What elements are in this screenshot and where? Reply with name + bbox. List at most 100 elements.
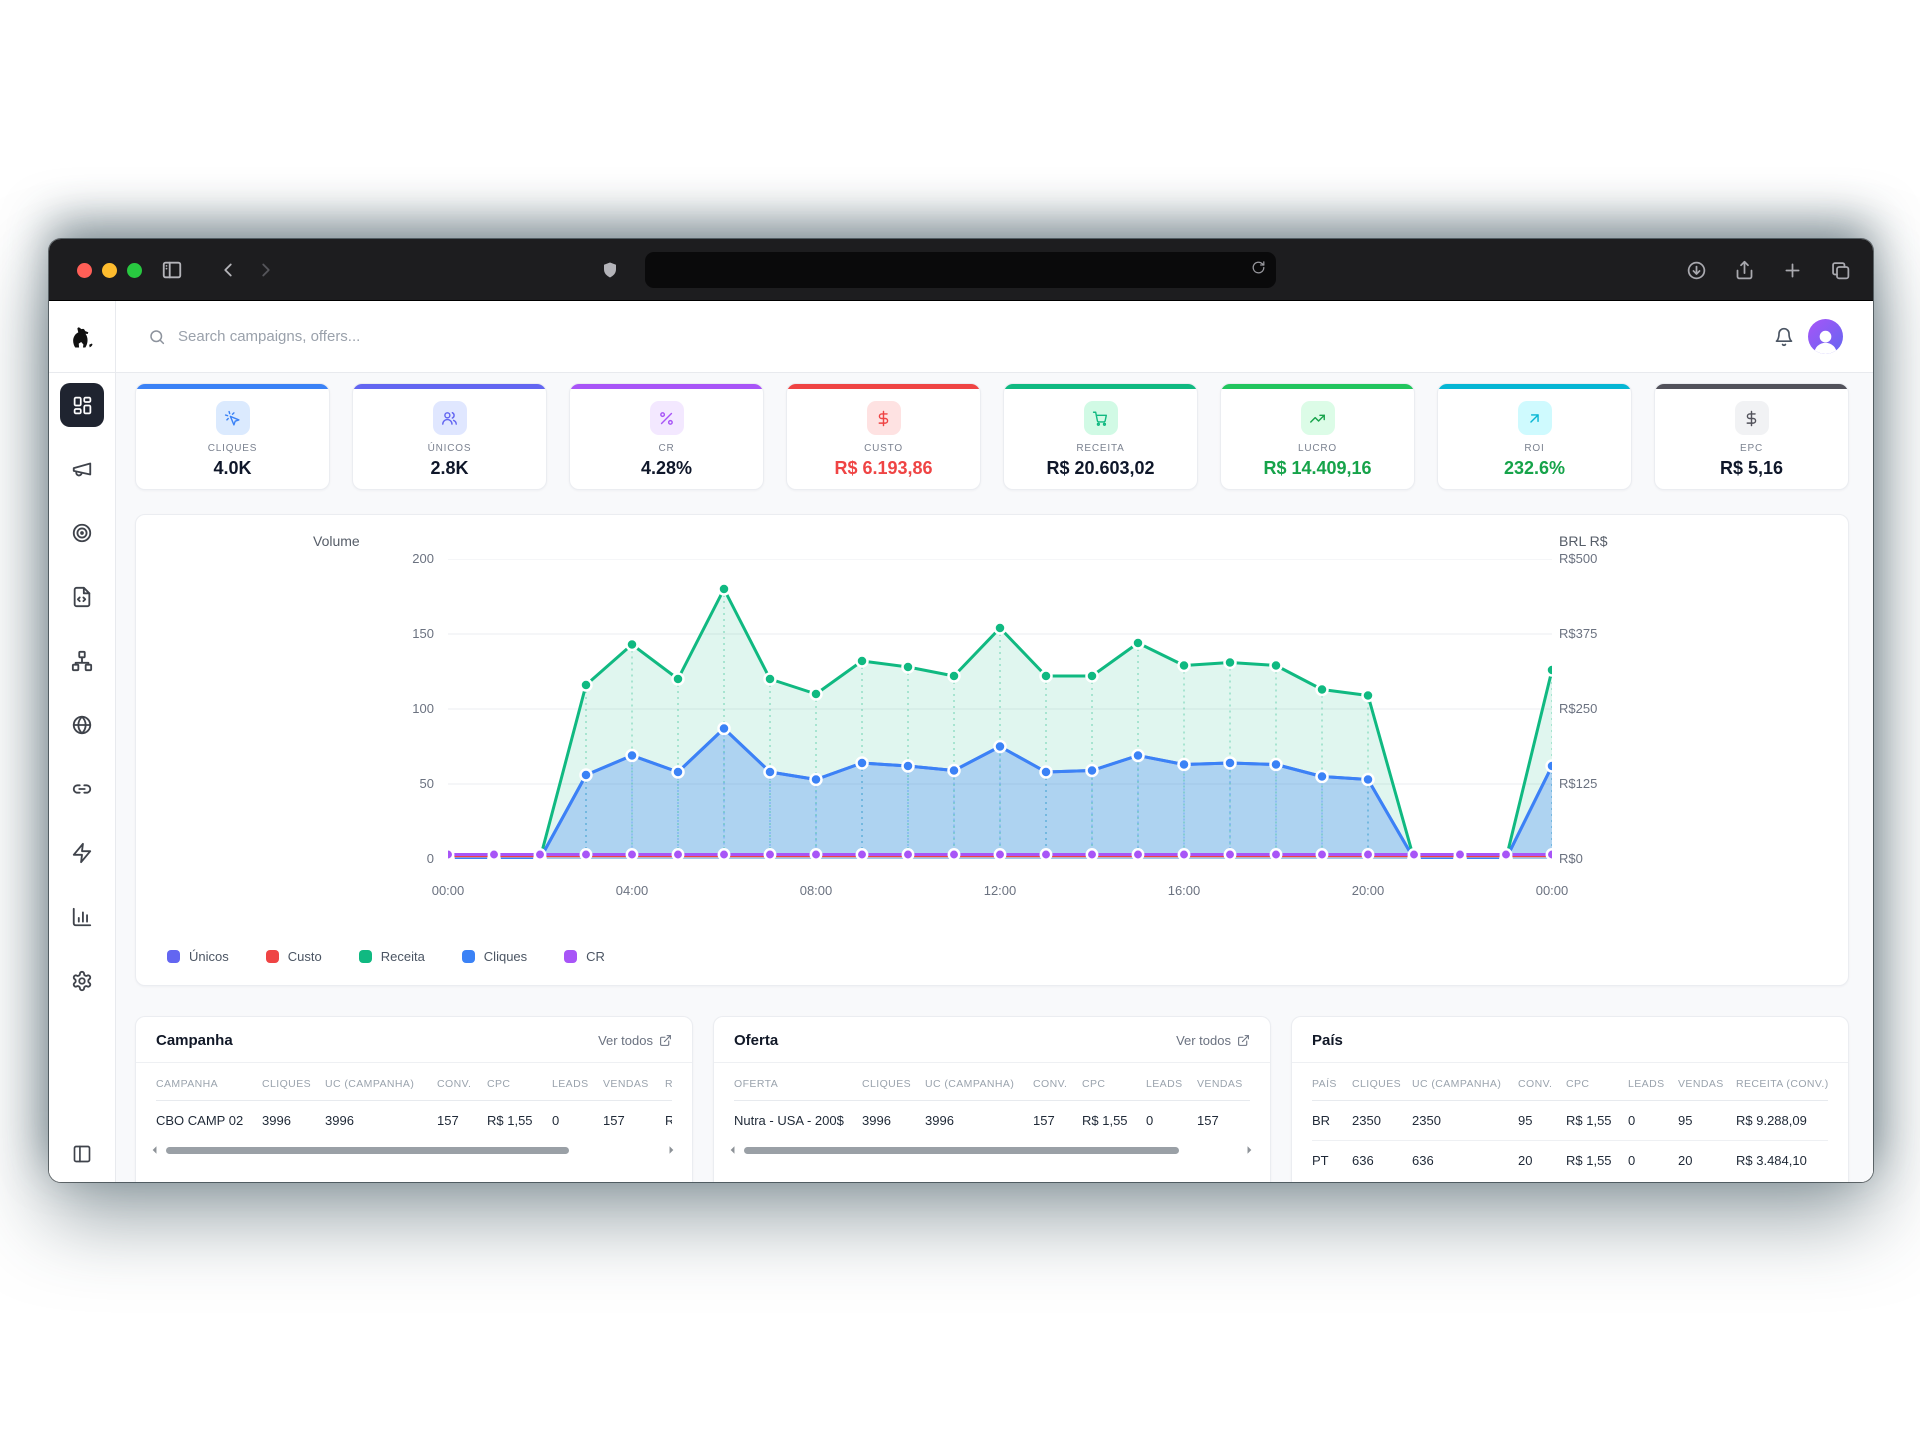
table-h-scrollbar[interactable] bbox=[148, 1141, 678, 1159]
kpi-value: 2.8K bbox=[430, 458, 469, 478]
column-header: UC (CAMPANHA) bbox=[1412, 1078, 1502, 1090]
column-header: CPC bbox=[1082, 1078, 1106, 1090]
sidebar-item-settings[interactable] bbox=[60, 959, 104, 1003]
sidebar-collapse-button[interactable] bbox=[49, 1144, 115, 1182]
sidebar-item-flows[interactable] bbox=[60, 639, 104, 683]
percent-icon bbox=[649, 401, 684, 435]
legend-item-cr[interactable]: CR bbox=[564, 949, 605, 964]
sidebar-item-domains[interactable] bbox=[60, 703, 104, 747]
back-button[interactable] bbox=[217, 259, 239, 281]
column-header: CONV. bbox=[1033, 1078, 1068, 1090]
table-cell: 95 bbox=[1518, 1113, 1533, 1128]
table-row: CBO CAMP 02 3996 3996 157 R$ 1,55 0 157 R$ bbox=[156, 1101, 672, 1140]
column-header: CLIQUES bbox=[1352, 1078, 1402, 1090]
cart-icon bbox=[1083, 401, 1118, 435]
view-all-label: Ver todos bbox=[1176, 1033, 1231, 1048]
scroll-left-arrow-icon[interactable] bbox=[148, 1143, 162, 1157]
table-header-row: CAMPANHA CLIQUES UC (CAMPANHA) CONV. CPC LEAD… bbox=[156, 1063, 672, 1101]
kpi-label: LUCRO bbox=[1297, 443, 1337, 454]
scrollbar-thumb[interactable] bbox=[166, 1146, 569, 1154]
legend-item-únicos[interactable]: Únicos bbox=[167, 949, 229, 964]
table-title: Campanha bbox=[156, 1032, 233, 1049]
column-header: CONV. bbox=[1518, 1078, 1553, 1090]
app-logo[interactable] bbox=[49, 301, 115, 373]
legend-swatch bbox=[167, 950, 180, 963]
table-card-header: País bbox=[1292, 1017, 1848, 1063]
sidebar-item-links[interactable] bbox=[60, 767, 104, 811]
sidebar-item-campaigns[interactable] bbox=[60, 447, 104, 491]
legend-item-receita[interactable]: Receita bbox=[358, 949, 425, 964]
cursor-click-icon bbox=[215, 401, 250, 435]
right-axis-tick: R$125 bbox=[1559, 776, 1598, 791]
right-axis-tick: R$0 bbox=[1559, 851, 1583, 866]
sidebar-item-reports[interactable] bbox=[60, 895, 104, 939]
table-cell: 2350 bbox=[1352, 1113, 1381, 1128]
legend-item-cliques[interactable]: Cliques bbox=[461, 949, 527, 964]
view-all-link[interactable]: Ver todos bbox=[598, 1033, 672, 1048]
x-axis-tick: 04:00 bbox=[615, 883, 649, 898]
traffic-chart-card: Volume BRL R$ 200 150 100 50 0 R$500 R$375 R$2… bbox=[135, 514, 1849, 986]
sidebar-toggle-icon[interactable] bbox=[161, 259, 183, 281]
left-axis-tick: 100 bbox=[412, 701, 434, 716]
content-column: CLIQUES 4.0K ÚNICOS 2.8K CR 4.28% CUSTO R$ 6.19… bbox=[116, 301, 1873, 1182]
kpi-label: ROI bbox=[1524, 443, 1545, 454]
download-icon[interactable] bbox=[1686, 260, 1707, 281]
left-axis-title: Volume bbox=[313, 533, 360, 549]
column-header: RECEITA (CONV.) bbox=[665, 1078, 672, 1090]
close-button[interactable] bbox=[77, 263, 92, 278]
table-cell: BR bbox=[1312, 1113, 1331, 1128]
scroll-left-arrow-icon[interactable] bbox=[726, 1143, 740, 1157]
notifications-bell-icon[interactable] bbox=[1774, 327, 1794, 347]
scrollbar-thumb[interactable] bbox=[744, 1146, 1179, 1154]
kpi-accent-bar bbox=[1004, 384, 1197, 389]
scroll-right-arrow-icon[interactable] bbox=[664, 1143, 678, 1157]
kpi-card-receita: RECEITA R$ 20.603,02 bbox=[1003, 383, 1198, 490]
dollar-icon bbox=[1734, 401, 1769, 435]
table-h-scrollbar[interactable] bbox=[726, 1141, 1256, 1159]
left-axis-tick: 50 bbox=[419, 776, 434, 791]
column-header: OFERTA bbox=[734, 1078, 779, 1090]
minimize-button[interactable] bbox=[102, 263, 117, 278]
kpi-card-roi: ROI 232.6% bbox=[1437, 383, 1632, 490]
kpi-card-epc: EPC R$ 5,16 bbox=[1654, 383, 1849, 490]
column-header: CLIQUES bbox=[862, 1078, 912, 1090]
table-body: PAÍS CLIQUES UC (CAMPANHA) CONV. CPC LEADS VEN… bbox=[1292, 1063, 1848, 1180]
shield-icon[interactable] bbox=[601, 261, 619, 279]
legend-item-custo[interactable]: Custo bbox=[265, 949, 322, 964]
zoom-button[interactable] bbox=[127, 263, 142, 278]
table-row: BR 2350 2350 95 R$ 1,55 0 95 R$ 9.288,09 bbox=[1312, 1101, 1828, 1140]
view-all-label: Ver todos bbox=[598, 1033, 653, 1048]
search-input[interactable] bbox=[178, 328, 658, 345]
plus-icon[interactable] bbox=[1782, 260, 1803, 281]
kpi-accent-bar bbox=[570, 384, 763, 389]
column-header: CLIQUES bbox=[262, 1078, 312, 1090]
table-cell: 2350 bbox=[1412, 1113, 1441, 1128]
kpi-accent-bar bbox=[136, 384, 329, 389]
sidebar-item-offers[interactable] bbox=[60, 511, 104, 555]
table-cell: R$ bbox=[665, 1113, 672, 1128]
dashboard-main: CLIQUES 4.0K ÚNICOS 2.8K CR 4.28% CUSTO R$ 6.19… bbox=[116, 373, 1873, 1182]
table-cell: R$ 1,55 bbox=[1082, 1113, 1128, 1128]
view-all-link[interactable]: Ver todos bbox=[1176, 1033, 1250, 1048]
sidebar-item-dashboard[interactable] bbox=[60, 383, 104, 427]
tabs-icon[interactable] bbox=[1830, 260, 1851, 281]
right-axis-tick: R$375 bbox=[1559, 626, 1598, 641]
table-cell: 95 bbox=[1678, 1113, 1693, 1128]
table-card-header: Campanha Ver todos bbox=[136, 1017, 692, 1063]
kpi-label: CUSTO bbox=[864, 443, 903, 454]
address-bar[interactable] bbox=[645, 252, 1276, 288]
forward-button[interactable] bbox=[255, 259, 277, 281]
x-axis-tick: 20:00 bbox=[1351, 883, 1385, 898]
sidebar-item-automations[interactable] bbox=[60, 831, 104, 875]
table-card-país: País PAÍS CLIQUES UC (CAMPANHA) CONV. CPC LEAD… bbox=[1291, 1016, 1849, 1182]
user-avatar[interactable] bbox=[1808, 319, 1843, 354]
scroll-right-arrow-icon[interactable] bbox=[1242, 1143, 1256, 1157]
kpi-value: R$ 20.603,02 bbox=[1046, 458, 1155, 478]
legend-swatch bbox=[564, 950, 578, 963]
kpi-label: EPC bbox=[1740, 443, 1763, 454]
sidebar-item-landers[interactable] bbox=[60, 575, 104, 619]
refresh-icon[interactable] bbox=[1251, 260, 1266, 280]
left-axis-tick: 150 bbox=[412, 626, 434, 641]
column-header: LEADS bbox=[552, 1078, 589, 1090]
share-icon[interactable] bbox=[1734, 260, 1755, 281]
